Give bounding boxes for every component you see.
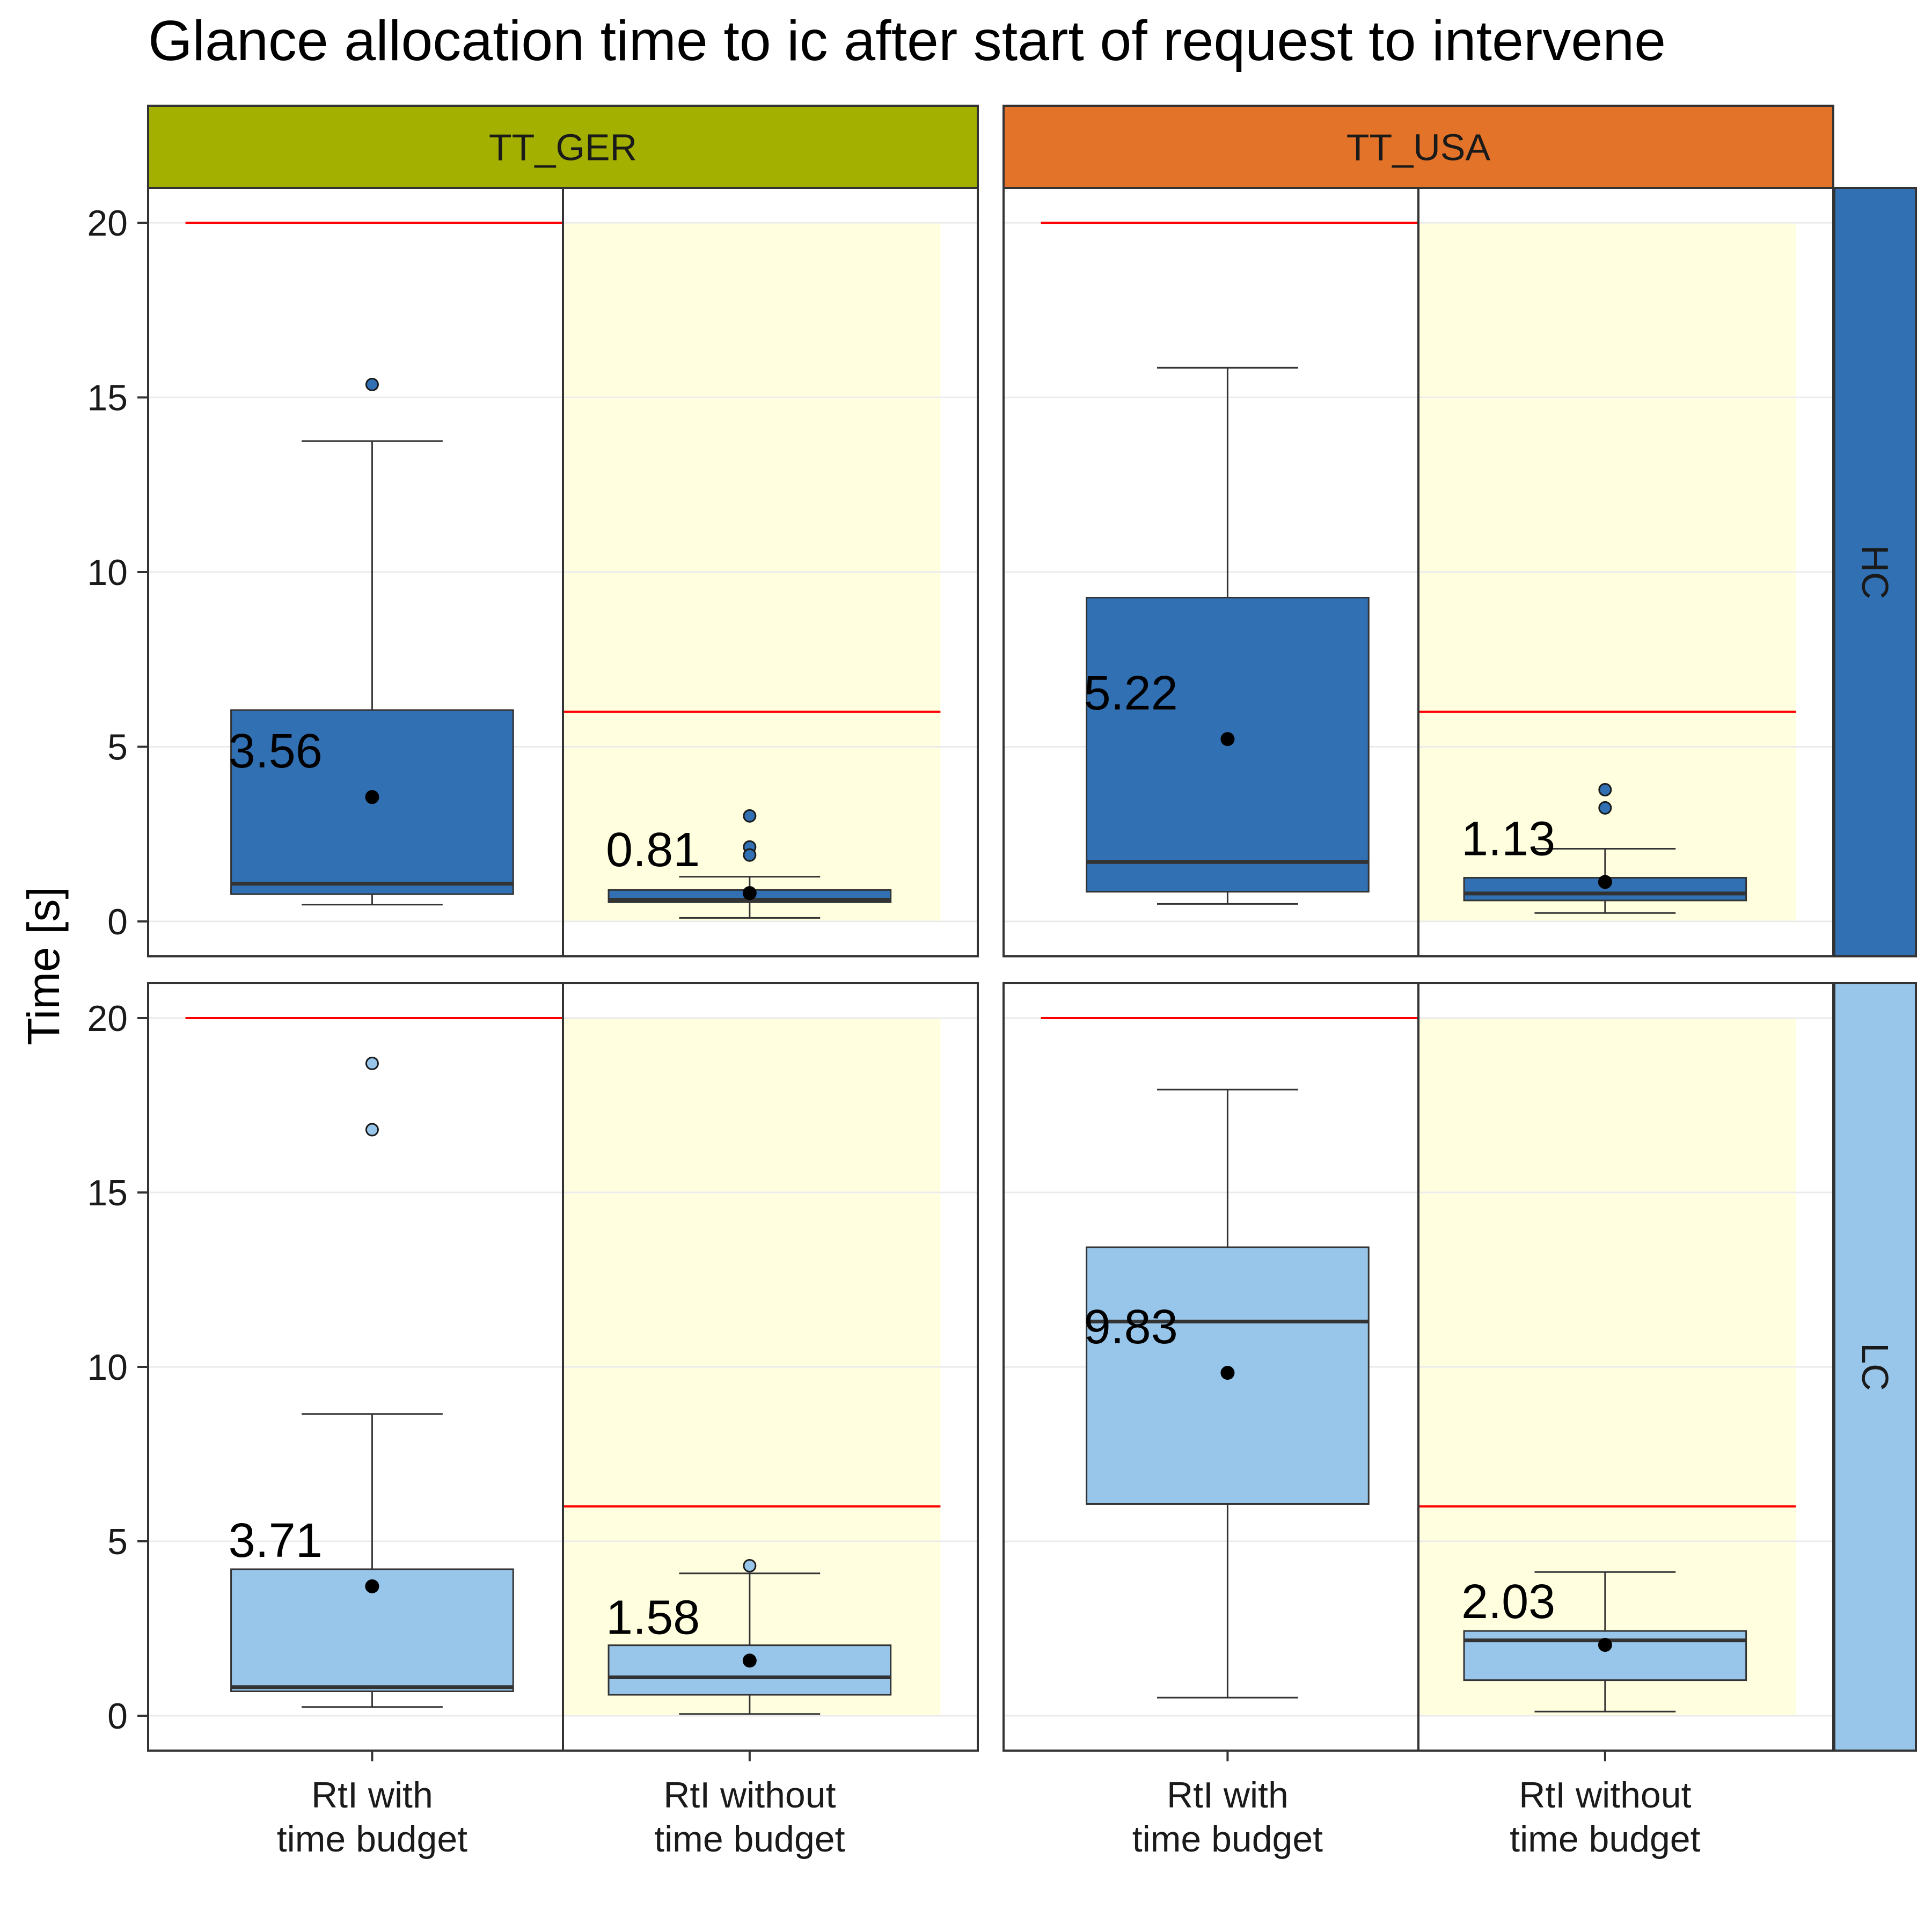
mean-label: 2.03 bbox=[1461, 1575, 1555, 1629]
mean-point bbox=[365, 1579, 379, 1593]
facet-label-tt-ger: TT_GER bbox=[489, 127, 637, 169]
box-iqr bbox=[608, 1644, 892, 1696]
x-tick-label: RtI with bbox=[1167, 1775, 1289, 1816]
box-without-budget: 0.81 bbox=[606, 809, 892, 919]
mean-label: 1.13 bbox=[1461, 812, 1555, 866]
outlier-point bbox=[743, 848, 757, 862]
box-without-budget: 2.03 bbox=[1461, 1571, 1747, 1713]
y-tick-label: 10 bbox=[87, 552, 128, 593]
box-with-budget: 5.22 bbox=[1084, 367, 1370, 905]
x-tick-label: RtI without bbox=[1519, 1775, 1691, 1816]
facet-label-tt-usa: TT_USA bbox=[1346, 127, 1491, 169]
x-tick-label: RtI with bbox=[311, 1775, 433, 1816]
outlier-point bbox=[365, 1057, 379, 1070]
facet-strip-hc bbox=[1833, 187, 1917, 957]
panel-tt-ger-lc: 3.71 1.58 bbox=[147, 982, 979, 1752]
y-tick-label: 15 bbox=[87, 378, 128, 419]
mean-point bbox=[365, 790, 379, 804]
y-tick-label: 5 bbox=[107, 727, 128, 767]
y-tick-label: 20 bbox=[87, 998, 128, 1039]
y-tick-label: 5 bbox=[107, 1521, 128, 1562]
plot-area: TT_GER TT_USA HC LC 0 5 10 15 20 0 5 10 15 20 RtI with… bbox=[87, 105, 1917, 1860]
y-tick-label: 10 bbox=[87, 1347, 128, 1388]
outlier-point bbox=[365, 377, 379, 391]
y-tick-label: 15 bbox=[87, 1173, 128, 1213]
mean-label: 1.58 bbox=[606, 1591, 700, 1644]
box-without-budget: 1.58 bbox=[606, 1559, 892, 1715]
box-without-budget: 1.13 bbox=[1461, 783, 1747, 914]
panel-tt-ger-hc: 3.56 0.81 bbox=[147, 187, 979, 957]
panel-tt-usa-lc: 9.83 2.03 bbox=[1002, 982, 1834, 1752]
x-tick-label: time budget bbox=[654, 1819, 845, 1860]
y-axis-label: Time [s] bbox=[18, 887, 69, 1045]
box-with-budget: 9.83 bbox=[1084, 1088, 1370, 1699]
outlier-point bbox=[365, 1123, 379, 1137]
mean-label: 9.83 bbox=[1084, 1300, 1178, 1354]
panel-border bbox=[147, 187, 979, 957]
facet-label-lc: LC bbox=[1854, 1343, 1896, 1391]
outlier-point bbox=[743, 809, 757, 823]
mean-point bbox=[1598, 1638, 1612, 1652]
mean-label: 0.81 bbox=[606, 823, 700, 877]
facet-strip-lc bbox=[1833, 982, 1917, 1752]
box-with-budget: 3.71 bbox=[229, 1057, 514, 1708]
chart-title: Glance allocation time to ic after start… bbox=[148, 9, 1666, 72]
y-tick-label: 0 bbox=[107, 902, 128, 942]
mean-point bbox=[742, 886, 757, 901]
facet-strip-tt-usa bbox=[1002, 105, 1834, 189]
mean-label: 3.71 bbox=[229, 1514, 323, 1568]
mean-point bbox=[742, 1653, 757, 1668]
outlier-point bbox=[743, 1559, 757, 1572]
panel-border bbox=[1002, 982, 1834, 1752]
x-tick-label: time budget bbox=[277, 1819, 467, 1860]
facet-label-hc: HC bbox=[1854, 545, 1896, 599]
x-tick-label: time budget bbox=[1510, 1819, 1700, 1860]
x-tick-label: time budget bbox=[1132, 1819, 1323, 1860]
x-tick-label: RtI without bbox=[663, 1775, 836, 1816]
panel-border bbox=[1002, 187, 1834, 957]
mean-label: 5.22 bbox=[1084, 667, 1178, 720]
mean-point bbox=[1598, 875, 1612, 889]
box-with-budget: 3.56 bbox=[229, 377, 514, 906]
facet-strip-tt-ger bbox=[147, 105, 979, 189]
panel-tt-usa-hc: 5.22 1.13 bbox=[1002, 187, 1834, 957]
outlier-point bbox=[1598, 801, 1612, 815]
mean-point bbox=[1220, 1366, 1235, 1380]
y-tick-label: 20 bbox=[87, 203, 128, 244]
panel-border bbox=[147, 982, 979, 1752]
mean-point bbox=[1220, 732, 1235, 747]
y-tick-label: 0 bbox=[107, 1696, 128, 1737]
outlier-point bbox=[1598, 783, 1612, 797]
mean-label: 3.56 bbox=[229, 724, 323, 778]
